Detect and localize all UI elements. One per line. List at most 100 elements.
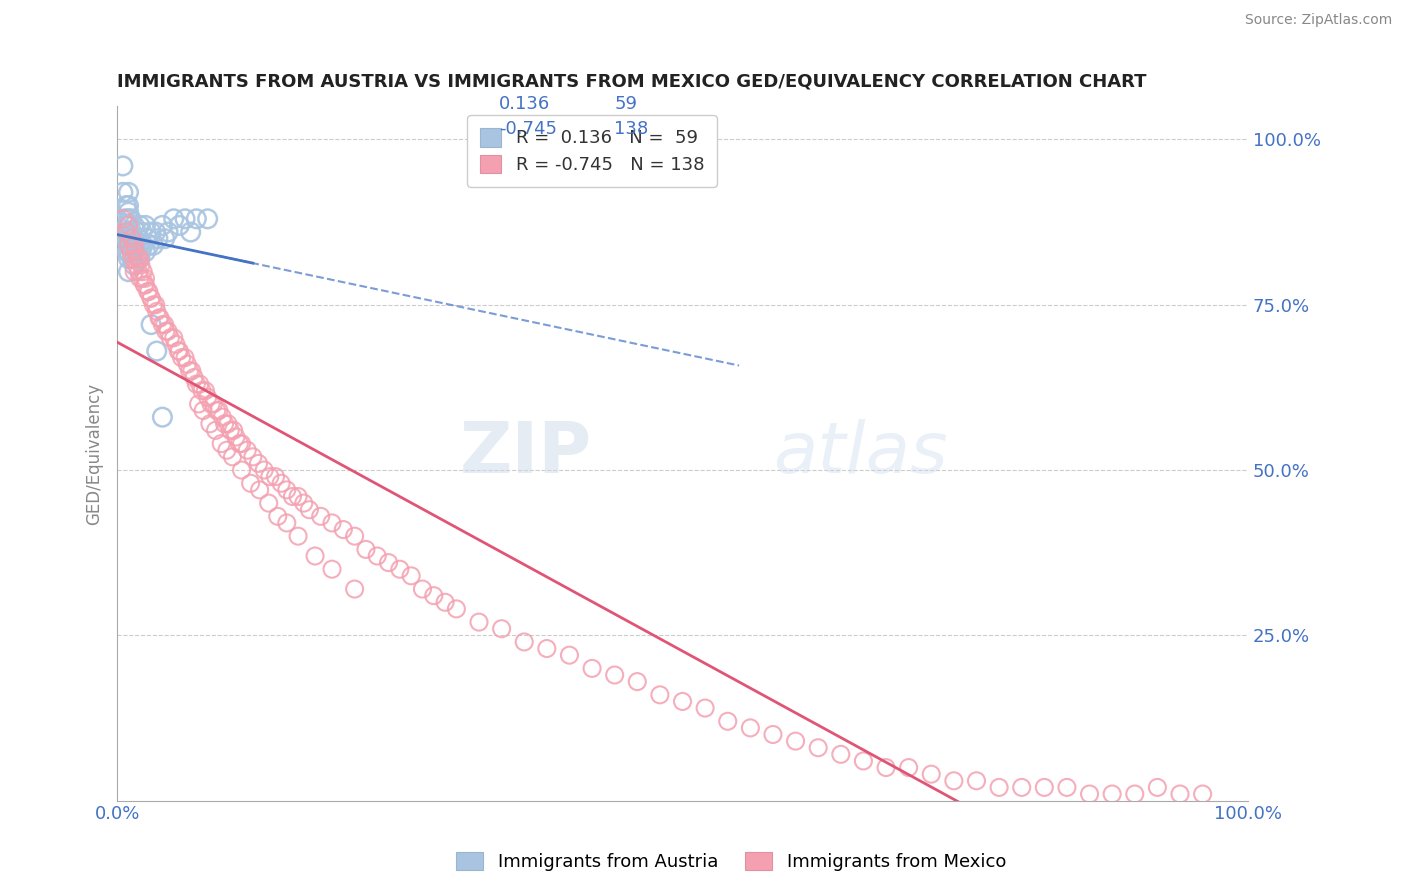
Point (117, 219, 139, 233)
Point (129, 258, 152, 272)
Point (122, 252, 145, 266)
Point (204, 423, 226, 437)
Point (117, 265, 139, 279)
Point (221, 450, 243, 464)
Point (128, 252, 150, 266)
Point (695, 701, 717, 715)
Point (276, 483, 298, 497)
Point (128, 232, 150, 246)
Point (188, 377, 211, 392)
Point (717, 714, 740, 729)
Text: 0.136: 0.136 (499, 95, 550, 113)
Point (253, 463, 276, 477)
Point (118, 232, 141, 246)
Point (1033, 780, 1056, 795)
Point (942, 773, 965, 788)
Point (136, 285, 159, 299)
Point (1146, 780, 1168, 795)
Point (920, 767, 942, 781)
Point (200, 397, 222, 411)
Point (139, 291, 162, 305)
Point (287, 529, 309, 543)
Point (1078, 787, 1101, 801)
Point (191, 384, 214, 398)
Point (114, 211, 136, 226)
Point (242, 450, 264, 464)
Point (138, 238, 160, 252)
Point (128, 265, 150, 279)
Point (321, 516, 343, 530)
Point (115, 225, 138, 239)
Point (117, 232, 139, 246)
Point (146, 232, 169, 246)
Point (491, 622, 513, 636)
Point (117, 252, 139, 266)
Point (170, 351, 193, 365)
Point (249, 483, 271, 497)
Point (117, 238, 139, 252)
Point (1056, 780, 1078, 795)
Point (343, 529, 366, 543)
Point (145, 344, 167, 359)
Point (762, 727, 785, 741)
Point (138, 285, 160, 299)
Point (134, 219, 156, 233)
Point (830, 747, 852, 762)
Point (142, 298, 165, 312)
Point (309, 509, 332, 524)
Point (134, 277, 156, 292)
Point (236, 443, 259, 458)
Point (423, 589, 446, 603)
Point (152, 318, 174, 332)
Point (117, 205, 139, 219)
Point (145, 304, 167, 318)
Point (122, 244, 145, 259)
Point (558, 648, 581, 662)
Point (468, 615, 491, 629)
Point (259, 469, 281, 483)
Point (988, 780, 1011, 795)
Point (205, 403, 228, 417)
Point (122, 219, 145, 233)
Point (186, 377, 208, 392)
Point (111, 211, 134, 226)
Point (377, 556, 399, 570)
Point (111, 186, 134, 200)
Point (117, 186, 139, 200)
Point (134, 244, 156, 259)
Point (159, 331, 181, 345)
Point (127, 244, 149, 259)
Point (136, 232, 159, 246)
Point (128, 219, 150, 233)
Point (134, 271, 156, 285)
Point (139, 318, 162, 332)
Point (142, 238, 165, 252)
Point (366, 549, 388, 563)
Point (875, 760, 897, 774)
Text: ZIP: ZIP (460, 419, 592, 488)
Legend: R =  0.136   N =  59, R = -0.745   N = 138: R = 0.136 N = 59, R = -0.745 N = 138 (467, 115, 717, 186)
Point (581, 661, 603, 675)
Point (111, 159, 134, 173)
Point (117, 225, 139, 239)
Point (152, 219, 174, 233)
Point (155, 324, 177, 338)
Point (120, 244, 142, 259)
Point (117, 198, 139, 212)
Point (121, 252, 143, 266)
Point (1191, 787, 1213, 801)
Point (157, 324, 180, 338)
Point (176, 357, 198, 371)
Point (1011, 780, 1033, 795)
Point (247, 457, 270, 471)
Point (287, 490, 309, 504)
Point (231, 463, 253, 477)
Point (228, 436, 250, 450)
Point (966, 773, 988, 788)
Point (117, 219, 139, 233)
Point (513, 635, 536, 649)
Point (197, 211, 219, 226)
Point (183, 370, 205, 384)
Point (128, 252, 150, 266)
Point (785, 734, 807, 748)
